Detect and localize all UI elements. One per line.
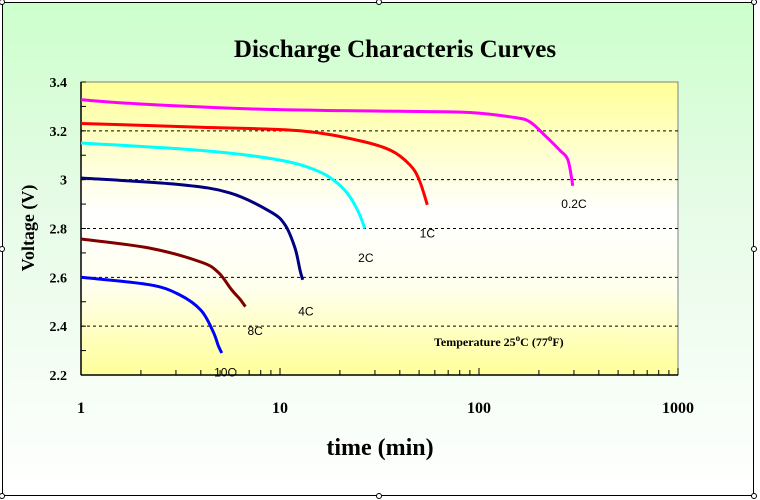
series-label-2C: 2C	[358, 251, 374, 265]
x-tick-label: 10	[272, 400, 288, 417]
resize-handle-middle-left[interactable]	[0, 246, 5, 252]
temperature-annotation: Temperature 25oC (77oF)	[434, 333, 564, 349]
series-label-1C: 1C	[420, 226, 436, 240]
resize-handle-bottom-left[interactable]	[0, 493, 5, 499]
x-tick-labels: 1 10 100 1000	[77, 400, 694, 417]
series-line-2C	[80, 141, 367, 230]
y-tick-label: 3.4	[50, 76, 68, 91]
y-tick-label: 2.4	[50, 320, 68, 335]
tick-marks	[80, 81, 679, 376]
plot-area	[80, 81, 679, 376]
series-label-8C: 8C	[247, 324, 263, 338]
y-tick-label: 2.6	[50, 271, 68, 286]
series-label-10C: 10C	[214, 366, 236, 380]
y-tick-label: 3	[60, 174, 67, 189]
resize-handle-top-middle[interactable]	[376, 0, 382, 5]
x-tick-label: 1	[77, 400, 85, 417]
x-tick-label: 100	[467, 400, 491, 417]
series-label-0_2C: 0.2C	[561, 197, 587, 211]
series-label-4C: 4C	[298, 305, 314, 319]
y-tick-labels: 2.2 2.4 2.6 2.8 3 3.2 3.4	[50, 76, 68, 384]
series-labels: 0.2C 1C 2C 4C 8C 10C	[214, 197, 587, 379]
y-tick-label: 2.2	[50, 369, 68, 384]
series-group	[80, 98, 575, 354]
x-tick-label: 1000	[662, 400, 694, 417]
series-line-1C	[80, 122, 429, 206]
series-line-4C	[80, 176, 305, 281]
y-tick-label: 2.8	[50, 223, 68, 238]
y-tick-label: 3.2	[50, 125, 68, 140]
y-axis-title: Voltage (V)	[18, 185, 39, 272]
series-line-10C	[80, 275, 224, 354]
resize-handle-bottom-right[interactable]	[751, 493, 757, 499]
series-line-8C	[80, 237, 247, 308]
x-axis-title: time (min)	[326, 435, 433, 461]
resize-handle-top-right[interactable]	[751, 0, 757, 5]
series-line-0_2C	[80, 98, 575, 187]
resize-handle-middle-right[interactable]	[751, 246, 757, 252]
resize-handle-bottom-middle[interactable]	[376, 493, 382, 499]
resize-handle-top-left[interactable]	[0, 0, 5, 5]
chart-title: Discharge Characteris Curves	[234, 36, 556, 63]
